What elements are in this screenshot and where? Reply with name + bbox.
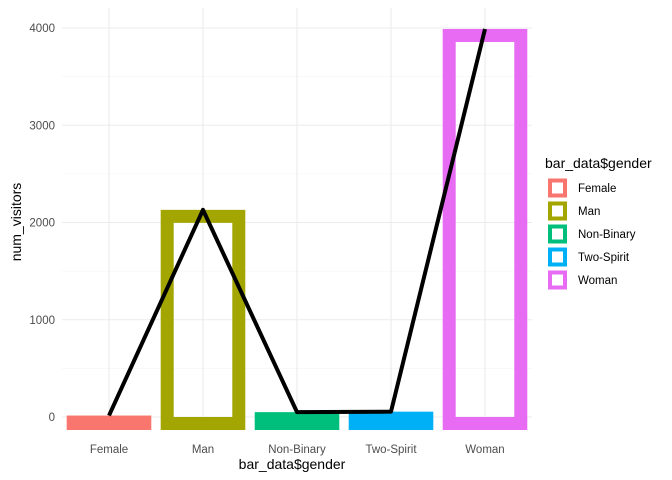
bar-non-binary (254, 412, 340, 431)
legend-key-non-binary (548, 224, 567, 244)
grid (62, 8, 532, 430)
y-tick-labels: 0 1000 2000 3000 4000 (29, 23, 55, 424)
bar-female (66, 415, 152, 431)
x-axis-title: bar_data$gender (239, 456, 346, 472)
y-tick-label: 3000 (29, 120, 55, 132)
x-tick-label: Non-Binary (268, 444, 326, 456)
legend-key-woman (548, 270, 567, 290)
legend-label: Two-Spirit (578, 252, 630, 264)
bar-man (160, 209, 246, 430)
legend: bar_data$gender Female Man Non-Binary Two-S… (545, 155, 652, 290)
x-tick-label: Two-Spirit (365, 444, 417, 456)
x-tick-label: Man (192, 444, 214, 456)
y-tick-label: 2000 (29, 218, 55, 230)
legend-label: Man (578, 206, 600, 218)
line-overlay (107, 28, 487, 417)
line-series (107, 28, 487, 417)
legend-title: bar_data$gender (545, 155, 652, 171)
x-tick-labels: Female Man Non-Binary Two-Spirit Woman (90, 444, 505, 456)
legend-label: Woman (578, 275, 617, 287)
y-tick-label: 4000 (29, 23, 55, 35)
legend-key-two-spirit (548, 247, 567, 267)
x-tick-label: Woman (465, 444, 504, 456)
legend-key-man (548, 201, 567, 221)
y-axis-title: num_visitors (8, 183, 24, 262)
legend-label: Non-Binary (578, 229, 636, 241)
y-tick-label: 0 (49, 412, 55, 424)
legend-key-female (548, 178, 567, 198)
bar-two-spirit (348, 411, 434, 430)
x-tick-label: Female (90, 444, 128, 456)
legend-label: Female (578, 183, 616, 195)
y-tick-label: 1000 (29, 315, 55, 327)
